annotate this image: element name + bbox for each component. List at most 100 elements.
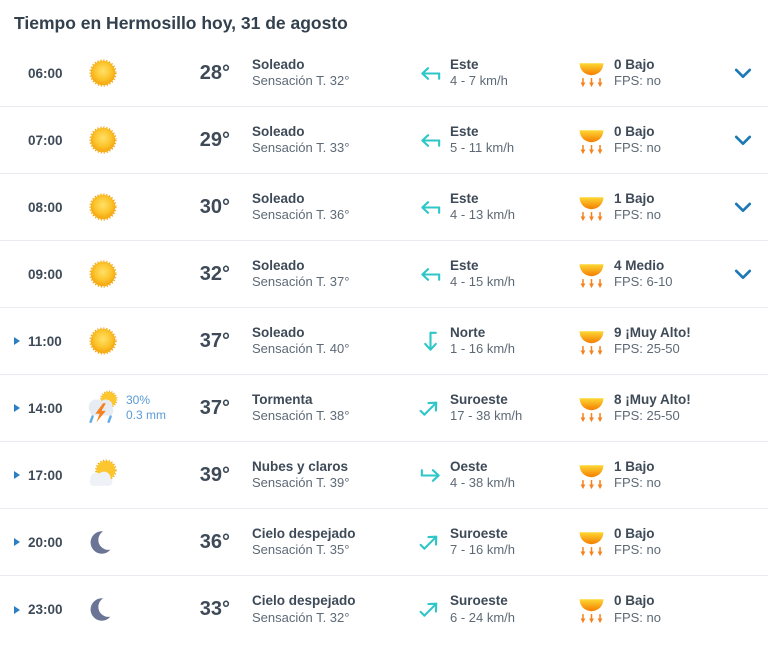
uv-fps-label: FPS: no [614, 73, 661, 89]
condition-label: Soleado [252, 190, 305, 206]
time-label: 17:00 [28, 467, 63, 483]
uv-icon [568, 59, 614, 88]
uv-fps-label: FPS: no [614, 140, 661, 156]
uv: 9 ¡Muy Alto! FPS: 25-50 [614, 324, 726, 358]
uv-icon [568, 126, 614, 155]
condition-label: Soleado [252, 56, 305, 72]
wind: Suroeste 6 - 24 km/h [450, 592, 568, 626]
wind-direction-icon [410, 530, 450, 555]
wind-speed-label: 7 - 16 km/h [450, 542, 516, 558]
precip-chance-label: 30% [126, 393, 151, 407]
expand-marker-icon [14, 404, 28, 412]
uv: 0 Bajo FPS: no [614, 525, 726, 559]
uv-fps-label: FPS: 25-50 [614, 341, 680, 357]
condition-label: Tormenta [252, 391, 313, 407]
chevron-down-icon[interactable] [726, 202, 756, 213]
wind: Este 4 - 15 km/h [450, 257, 568, 291]
forecast-row[interactable]: 20:00 36° Cielo despejado Sensación T. 3… [0, 509, 768, 576]
chevron-down-icon[interactable] [726, 135, 756, 146]
condition: Cielo despejado Sensación T. 35° [252, 525, 410, 559]
expand-marker-icon [14, 337, 28, 345]
expand-marker-icon [14, 538, 28, 546]
wind-direction-icon [410, 329, 450, 354]
condition-label: Cielo despejado [252, 525, 356, 541]
condition: Soleado Sensación T. 33° [252, 123, 410, 157]
condition: Soleado Sensación T. 37° [252, 257, 410, 291]
temperature-label: 36° [199, 530, 230, 553]
wind-direction-icon [410, 61, 450, 86]
wind-direction-icon [410, 262, 450, 287]
forecast-row[interactable]: 11:00 37° Soleado Sensación T. 40° Norte… [0, 308, 768, 375]
temperature-label: 32° [199, 262, 230, 285]
temperature-label: 33° [199, 598, 230, 620]
uv-icon [568, 327, 614, 356]
moon-icon [80, 594, 126, 625]
sun-cloud-icon [80, 456, 126, 494]
precipitation: 30% 0.3 mm [126, 393, 180, 423]
wind: Este 4 - 13 km/h [450, 190, 568, 224]
time-label: 14:00 [28, 400, 63, 416]
uv-icon [568, 193, 614, 222]
forecast-row[interactable]: 06:00 28° Soleado Sensación T. 32° Este … [0, 40, 768, 107]
temperature-label: 37° [199, 396, 230, 419]
condition: Soleado Sensación T. 36° [252, 190, 410, 224]
uv-index-label: 0 Bajo [614, 56, 655, 72]
wind-direction-icon [410, 597, 450, 622]
feels-like-label: Sensación T. 40° [252, 341, 350, 357]
sun-icon [80, 190, 126, 224]
wind-direction-label: Norte [450, 324, 486, 340]
forecast-row[interactable]: 09:00 32° Soleado Sensación T. 37° Este … [0, 241, 768, 308]
condition-label: Soleado [252, 123, 305, 139]
uv-fps-label: FPS: 6-10 [614, 274, 673, 290]
uv-fps-label: FPS: no [614, 609, 661, 625]
forecast-list: 06:00 28° Soleado Sensación T. 32° Este … [0, 40, 768, 643]
forecast-row[interactable]: 08:00 30° Soleado Sensación T. 36° Este … [0, 174, 768, 241]
temperature-label: 39° [199, 463, 230, 486]
time-label: 08:00 [28, 199, 63, 215]
feels-like-label: Sensación T. 39° [252, 475, 350, 491]
time-label: 07:00 [28, 132, 63, 148]
condition-label: Soleado [252, 324, 305, 340]
wind-direction-label: Este [450, 123, 479, 139]
uv-fps-label: FPS: no [614, 475, 661, 491]
uv-index-label: 1 Bajo [614, 458, 655, 474]
uv-index-label: 9 ¡Muy Alto! [614, 324, 691, 340]
condition: Nubes y claros Sensación T. 39° [252, 458, 410, 492]
wind-speed-label: 4 - 7 km/h [450, 73, 508, 89]
forecast-row[interactable]: 14:00 30% 0.3 mm 37° Tormenta Sensación … [0, 375, 768, 442]
wind: Este 4 - 7 km/h [450, 56, 568, 90]
condition-label: Cielo despejado [252, 593, 356, 609]
wind: Norte 1 - 16 km/h [450, 324, 568, 358]
sun-icon [80, 123, 126, 157]
uv: 0 Bajo FPS: no [614, 123, 726, 157]
forecast-row[interactable]: 23:00 33° Cielo despejado Sensación T. 3… [0, 576, 768, 643]
feels-like-label: Sensación T. 32° [252, 609, 350, 625]
condition: Tormenta Sensación T. 38° [252, 391, 410, 425]
forecast-row[interactable]: 17:00 39° Nubes y claros Sensación T. 39… [0, 442, 768, 509]
uv: 1 Bajo FPS: no [614, 190, 726, 224]
uv-index-label: 8 ¡Muy Alto! [614, 391, 691, 407]
time-label: 23:00 [28, 602, 63, 617]
uv-index-label: 0 Bajo [614, 123, 655, 139]
uv-index-label: 1 Bajo [614, 190, 655, 206]
time-label: 09:00 [28, 266, 63, 282]
storm-icon [80, 389, 126, 427]
uv-icon [568, 528, 614, 557]
wind: Suroeste 7 - 16 km/h [450, 525, 568, 559]
wind-direction-label: Este [450, 257, 479, 273]
temperature-label: 29° [199, 128, 230, 151]
chevron-down-icon[interactable] [726, 68, 756, 79]
forecast-row[interactable]: 07:00 29° Soleado Sensación T. 33° Este … [0, 107, 768, 174]
wind-speed-label: 1 - 16 km/h [450, 341, 516, 357]
wind-direction-label: Suroeste [450, 593, 508, 609]
precip-amount-label: 0.3 mm [126, 408, 167, 422]
feels-like-label: Sensación T. 38° [252, 408, 350, 424]
sun-icon [80, 324, 126, 358]
uv-index-label: 0 Bajo [614, 593, 655, 609]
condition-label: Soleado [252, 257, 305, 273]
wind-speed-label: 4 - 15 km/h [450, 274, 516, 290]
uv-fps-label: FPS: no [614, 207, 661, 223]
feels-like-label: Sensación T. 32° [252, 73, 350, 89]
wind-direction-icon [410, 195, 450, 220]
chevron-down-icon[interactable] [726, 269, 756, 280]
